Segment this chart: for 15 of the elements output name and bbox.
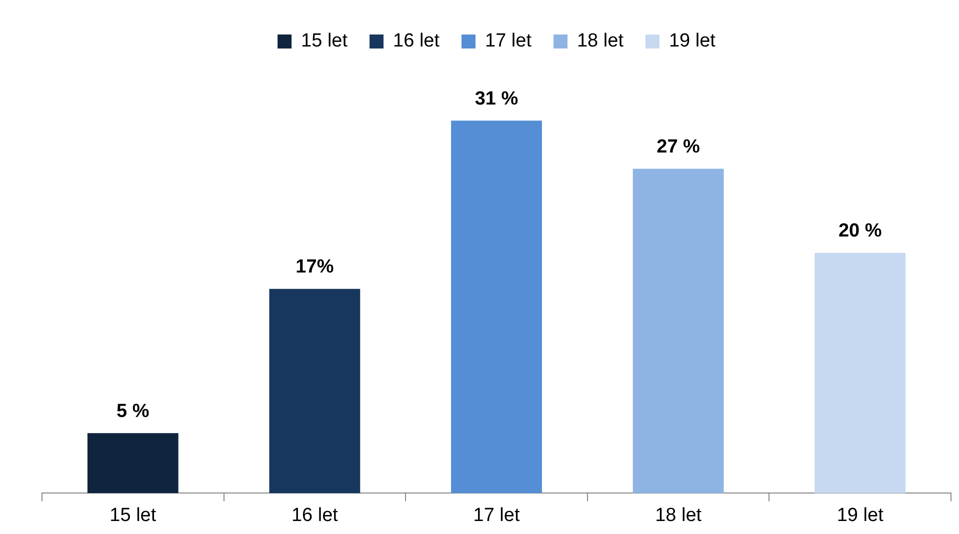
data-label: 31 % [474,88,518,110]
x-tick-label: 15 let [110,504,157,526]
legend-label: 16 let [393,30,440,52]
legend-label: 15 let [301,30,348,52]
x-tick-label: 19 let [836,504,884,526]
legend-label: 18 let [576,30,624,52]
data-label: 20 % [838,220,882,242]
x-tick-label: 16 let [291,504,339,526]
data-label: 5 % [116,400,150,422]
x-tick-label: 18 let [655,504,702,526]
data-label: 17% [296,256,334,278]
legend-label: 19 let [668,30,716,52]
data-label: 27 % [656,136,700,158]
legend-label: 17 let [485,30,532,52]
x-tick-label: 17 let [473,504,520,526]
